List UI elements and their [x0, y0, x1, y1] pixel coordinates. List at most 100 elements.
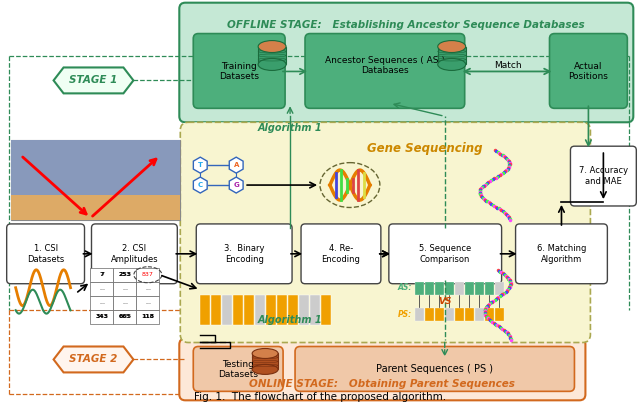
Bar	[475, 282, 484, 295]
Bar	[136, 310, 159, 324]
Text: 7: 7	[100, 272, 104, 277]
Bar	[255, 295, 265, 324]
Text: AS:: AS:	[398, 283, 412, 292]
Text: PS:: PS:	[398, 310, 412, 319]
Bar	[484, 282, 493, 295]
Bar	[484, 308, 493, 321]
FancyBboxPatch shape	[180, 122, 591, 343]
Text: 4. Re-
Encoding: 4. Re- Encoding	[321, 244, 360, 264]
Text: 665: 665	[119, 314, 131, 319]
Bar	[113, 310, 136, 324]
Bar	[136, 296, 159, 310]
Text: 3.  Binary
Encoding: 3. Binary Encoding	[224, 244, 264, 264]
Text: ...: ...	[122, 286, 128, 291]
Bar	[445, 308, 454, 321]
Text: T: T	[198, 162, 203, 168]
Bar	[438, 47, 466, 64]
Text: 7: 7	[100, 272, 104, 277]
Bar	[252, 354, 278, 369]
FancyBboxPatch shape	[193, 347, 283, 391]
FancyBboxPatch shape	[179, 339, 586, 400]
Bar	[465, 282, 474, 295]
Text: 837: 837	[142, 272, 154, 277]
Bar	[90, 296, 113, 310]
Text: 6. Matching
Algorithm: 6. Matching Algorithm	[537, 244, 586, 264]
Ellipse shape	[258, 40, 286, 53]
Ellipse shape	[438, 58, 466, 70]
FancyBboxPatch shape	[516, 224, 607, 284]
Bar	[310, 295, 320, 324]
Bar	[495, 282, 504, 295]
Text: ...: ...	[99, 286, 105, 291]
Text: 343: 343	[95, 314, 109, 319]
Bar	[11, 195, 180, 220]
Bar	[277, 295, 287, 324]
Text: STAGE 1: STAGE 1	[69, 75, 118, 85]
Bar	[288, 295, 298, 324]
Text: Fig. 1.  The flowchart of the proposed algorithm.: Fig. 1. The flowchart of the proposed al…	[194, 392, 446, 402]
Bar	[454, 282, 464, 295]
FancyBboxPatch shape	[305, 34, 465, 108]
Bar	[113, 268, 136, 282]
Text: STAGE 2: STAGE 2	[69, 354, 118, 364]
Ellipse shape	[438, 40, 466, 53]
Text: Parent Sequences ( PS ): Parent Sequences ( PS )	[376, 364, 493, 375]
Bar	[435, 308, 444, 321]
FancyBboxPatch shape	[570, 146, 636, 206]
Text: ...: ...	[99, 300, 105, 305]
Text: Algorithm 1: Algorithm 1	[258, 123, 323, 133]
Text: Ancestor Sequences ( AS )
Databases: Ancestor Sequences ( AS ) Databases	[325, 56, 445, 75]
Bar	[244, 295, 254, 324]
Text: A: A	[234, 162, 239, 168]
FancyBboxPatch shape	[6, 224, 84, 284]
Text: 118: 118	[142, 314, 154, 319]
Bar	[211, 295, 221, 324]
Text: 253: 253	[118, 272, 131, 277]
Bar	[299, 295, 309, 324]
FancyBboxPatch shape	[92, 224, 177, 284]
Ellipse shape	[252, 348, 278, 358]
Text: VS: VS	[438, 297, 451, 306]
Ellipse shape	[252, 364, 278, 374]
FancyBboxPatch shape	[193, 34, 285, 108]
Bar	[475, 308, 484, 321]
Text: ...: ...	[122, 300, 128, 305]
Text: Match: Match	[494, 61, 522, 70]
Bar	[222, 295, 232, 324]
Polygon shape	[229, 157, 243, 173]
Polygon shape	[54, 347, 133, 373]
Bar	[415, 308, 424, 321]
Polygon shape	[193, 177, 207, 193]
FancyBboxPatch shape	[196, 224, 292, 284]
Bar	[90, 268, 113, 282]
Text: ...: ...	[145, 300, 151, 305]
FancyBboxPatch shape	[295, 347, 575, 391]
Bar	[136, 268, 159, 282]
Bar	[495, 308, 504, 321]
Bar	[113, 296, 136, 310]
Bar	[258, 47, 286, 64]
Bar	[11, 140, 180, 220]
Text: 665: 665	[118, 314, 131, 319]
FancyBboxPatch shape	[550, 34, 627, 108]
Text: ONLINE STAGE:   Obtaining Parent Sequences: ONLINE STAGE: Obtaining Parent Sequences	[249, 379, 515, 389]
Text: Algorithm 1: Algorithm 1	[258, 315, 323, 324]
Bar	[200, 295, 210, 324]
Bar	[136, 282, 159, 296]
Text: OFFLINE STAGE:   Establishing Ancestor Sequence Databases: OFFLINE STAGE: Establishing Ancestor Seq…	[227, 19, 584, 30]
Bar	[454, 308, 464, 321]
Text: 253: 253	[119, 272, 131, 277]
Text: Gene Sequencing: Gene Sequencing	[367, 142, 483, 155]
Bar	[465, 308, 474, 321]
Text: 1. CSI
Datasets: 1. CSI Datasets	[27, 244, 64, 264]
Text: Testing
Datasets: Testing Datasets	[218, 360, 258, 379]
Ellipse shape	[258, 58, 286, 70]
Polygon shape	[229, 177, 243, 193]
Bar	[425, 308, 434, 321]
Text: Actual
Positions: Actual Positions	[568, 62, 609, 81]
FancyBboxPatch shape	[179, 3, 634, 122]
Polygon shape	[54, 68, 133, 94]
Bar	[425, 282, 434, 295]
Bar	[90, 310, 113, 324]
Bar	[90, 282, 113, 296]
